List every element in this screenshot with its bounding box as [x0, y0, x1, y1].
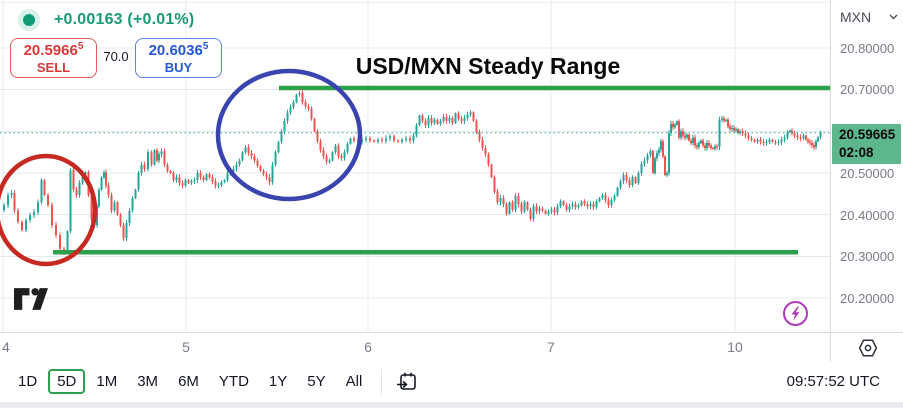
bar-countdown: 02:08: [839, 145, 874, 160]
time-axis-label: 5: [182, 339, 190, 355]
calendar-icon: [397, 372, 417, 390]
price-change-text: +0.00163 (+0.01%): [54, 11, 195, 28]
chevron-down-icon: [889, 14, 898, 20]
last-price-value: 20.59665: [839, 127, 896, 143]
market-status-icon: [18, 9, 40, 31]
flash-icon[interactable]: [782, 300, 809, 327]
buy-price-pip: 5: [202, 41, 209, 53]
axis-settings-button[interactable]: [830, 332, 903, 363]
chart-title: USD/MXN Steady Range: [355, 53, 621, 79]
price-axis-label: 20.50000: [840, 166, 895, 181]
currency-selector[interactable]: MXN: [840, 9, 898, 25]
sell-price: 20.59665: [23, 41, 84, 60]
price-axis-label: 20.70000: [840, 82, 895, 97]
spread-value: 70.0: [103, 49, 129, 64]
green-dot-icon: [23, 14, 35, 26]
range-button-5y[interactable]: 5Y: [298, 370, 334, 393]
range-button-ytd[interactable]: YTD: [210, 370, 258, 393]
range-button-1d[interactable]: 1D: [9, 370, 46, 393]
bottom-toolbar: 1D 5D 1M 3M 6M YTD 1Y 5Y All 09:57:52 UTC: [0, 361, 903, 402]
candlestick-plot: [0, 0, 830, 332]
sell-label: SELL: [36, 59, 71, 75]
sell-price-pip: 5: [77, 41, 84, 53]
buy-price: 20.60365: [148, 41, 209, 60]
time-axis-label: 7: [547, 339, 555, 355]
range-button-3m[interactable]: 3M: [128, 370, 167, 393]
time-axis-label: 6: [364, 339, 372, 355]
sell-button[interactable]: 20.59665 SELL: [10, 38, 97, 78]
buy-label: BUY: [164, 59, 193, 75]
currency-label: MXN: [840, 9, 872, 25]
go-to-date-button[interactable]: [391, 368, 423, 396]
price-axis[interactable]: MXN 20.80000 20.70000 20.50000 20.40000 20.3…: [830, 0, 903, 332]
range-button-5d[interactable]: 5D: [48, 369, 86, 394]
price-axis-label: 20.40000: [840, 208, 895, 223]
buy-button[interactable]: 20.60365 BUY: [135, 38, 222, 78]
time-axis-label: 10: [727, 339, 743, 355]
range-button-all[interactable]: All: [337, 370, 372, 393]
time-axis[interactable]: 4 5 6 7 10: [0, 332, 830, 363]
price-axis-label: 20.30000: [840, 249, 895, 264]
price-axis-label: 20.20000: [840, 291, 895, 306]
price-axis-label: 20.80000: [840, 41, 895, 56]
range-button-6m[interactable]: 6M: [169, 370, 208, 393]
toolbar-divider: [381, 368, 383, 395]
time-axis-label: 4: [2, 339, 10, 355]
last-price-badge: 20.59665 02:08: [832, 124, 901, 164]
settings-hexagon-icon: [858, 338, 877, 357]
clock: 09:57:52 UTC: [786, 373, 880, 390]
price-change-row: +0.00163 (+0.01%): [18, 9, 194, 31]
chart-canvas[interactable]: +0.00163 (+0.01%) 20.59665 SELL 70.0 20.…: [0, 0, 830, 332]
tradingview-logo-icon[interactable]: [14, 288, 48, 315]
range-button-1y[interactable]: 1Y: [260, 370, 296, 393]
top-divider: [0, 2, 903, 3]
bottom-strip: [0, 402, 903, 408]
range-button-1m[interactable]: 1M: [87, 370, 126, 393]
